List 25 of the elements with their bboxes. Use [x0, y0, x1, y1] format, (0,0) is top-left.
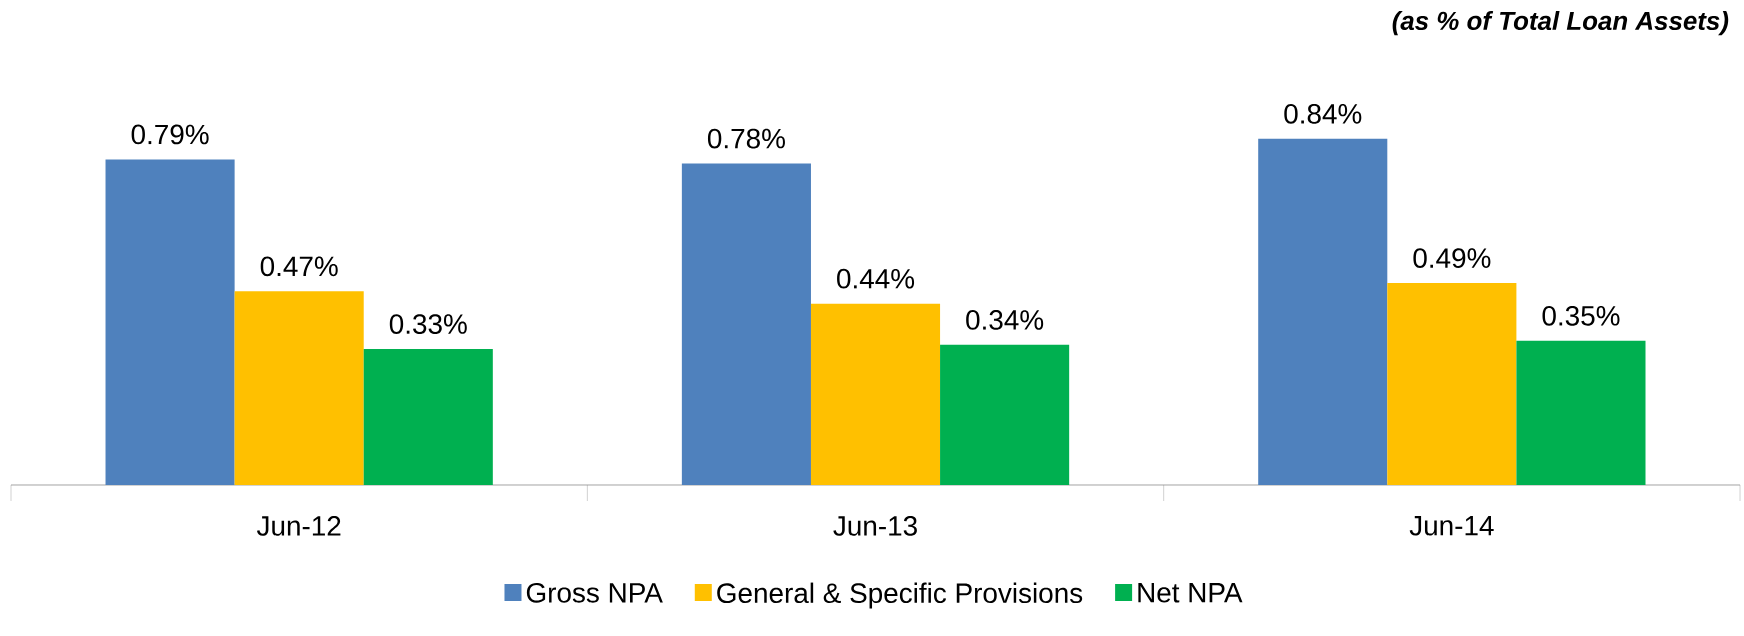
bar: [105, 159, 235, 485]
legend-label: Net NPA: [1138, 583, 1243, 603]
bar: [940, 344, 1070, 485]
data-label: 0.79%: [131, 124, 209, 145]
data-label: 0.35%: [1542, 305, 1620, 326]
x-tick-label: Jun-14: [1409, 516, 1494, 536]
data-label: 0.84%: [1284, 103, 1362, 124]
text: (as % of Total Loan Assets): [1392, 11, 1729, 36]
bar: [234, 291, 364, 485]
bar: [1516, 340, 1646, 485]
bar: [363, 348, 493, 485]
x-tick-label: Jun-13: [833, 516, 917, 536]
legend-label: Gross NPA: [526, 582, 663, 603]
data-label: 0.78%: [707, 128, 785, 149]
data-label: 0.44%: [837, 268, 915, 289]
legend-label: General & Specific Provisions: [717, 582, 1083, 609]
data-label: 0.34%: [966, 310, 1044, 330]
bar: [1387, 283, 1517, 485]
bar: [1258, 138, 1388, 485]
data-label: 0.33%: [389, 314, 467, 334]
x-tick-label: Jun-12: [256, 516, 341, 536]
bar: [681, 163, 811, 485]
data-label: 0.49%: [1413, 248, 1491, 269]
data-label: 0.47%: [260, 256, 338, 277]
bar: [810, 303, 941, 485]
